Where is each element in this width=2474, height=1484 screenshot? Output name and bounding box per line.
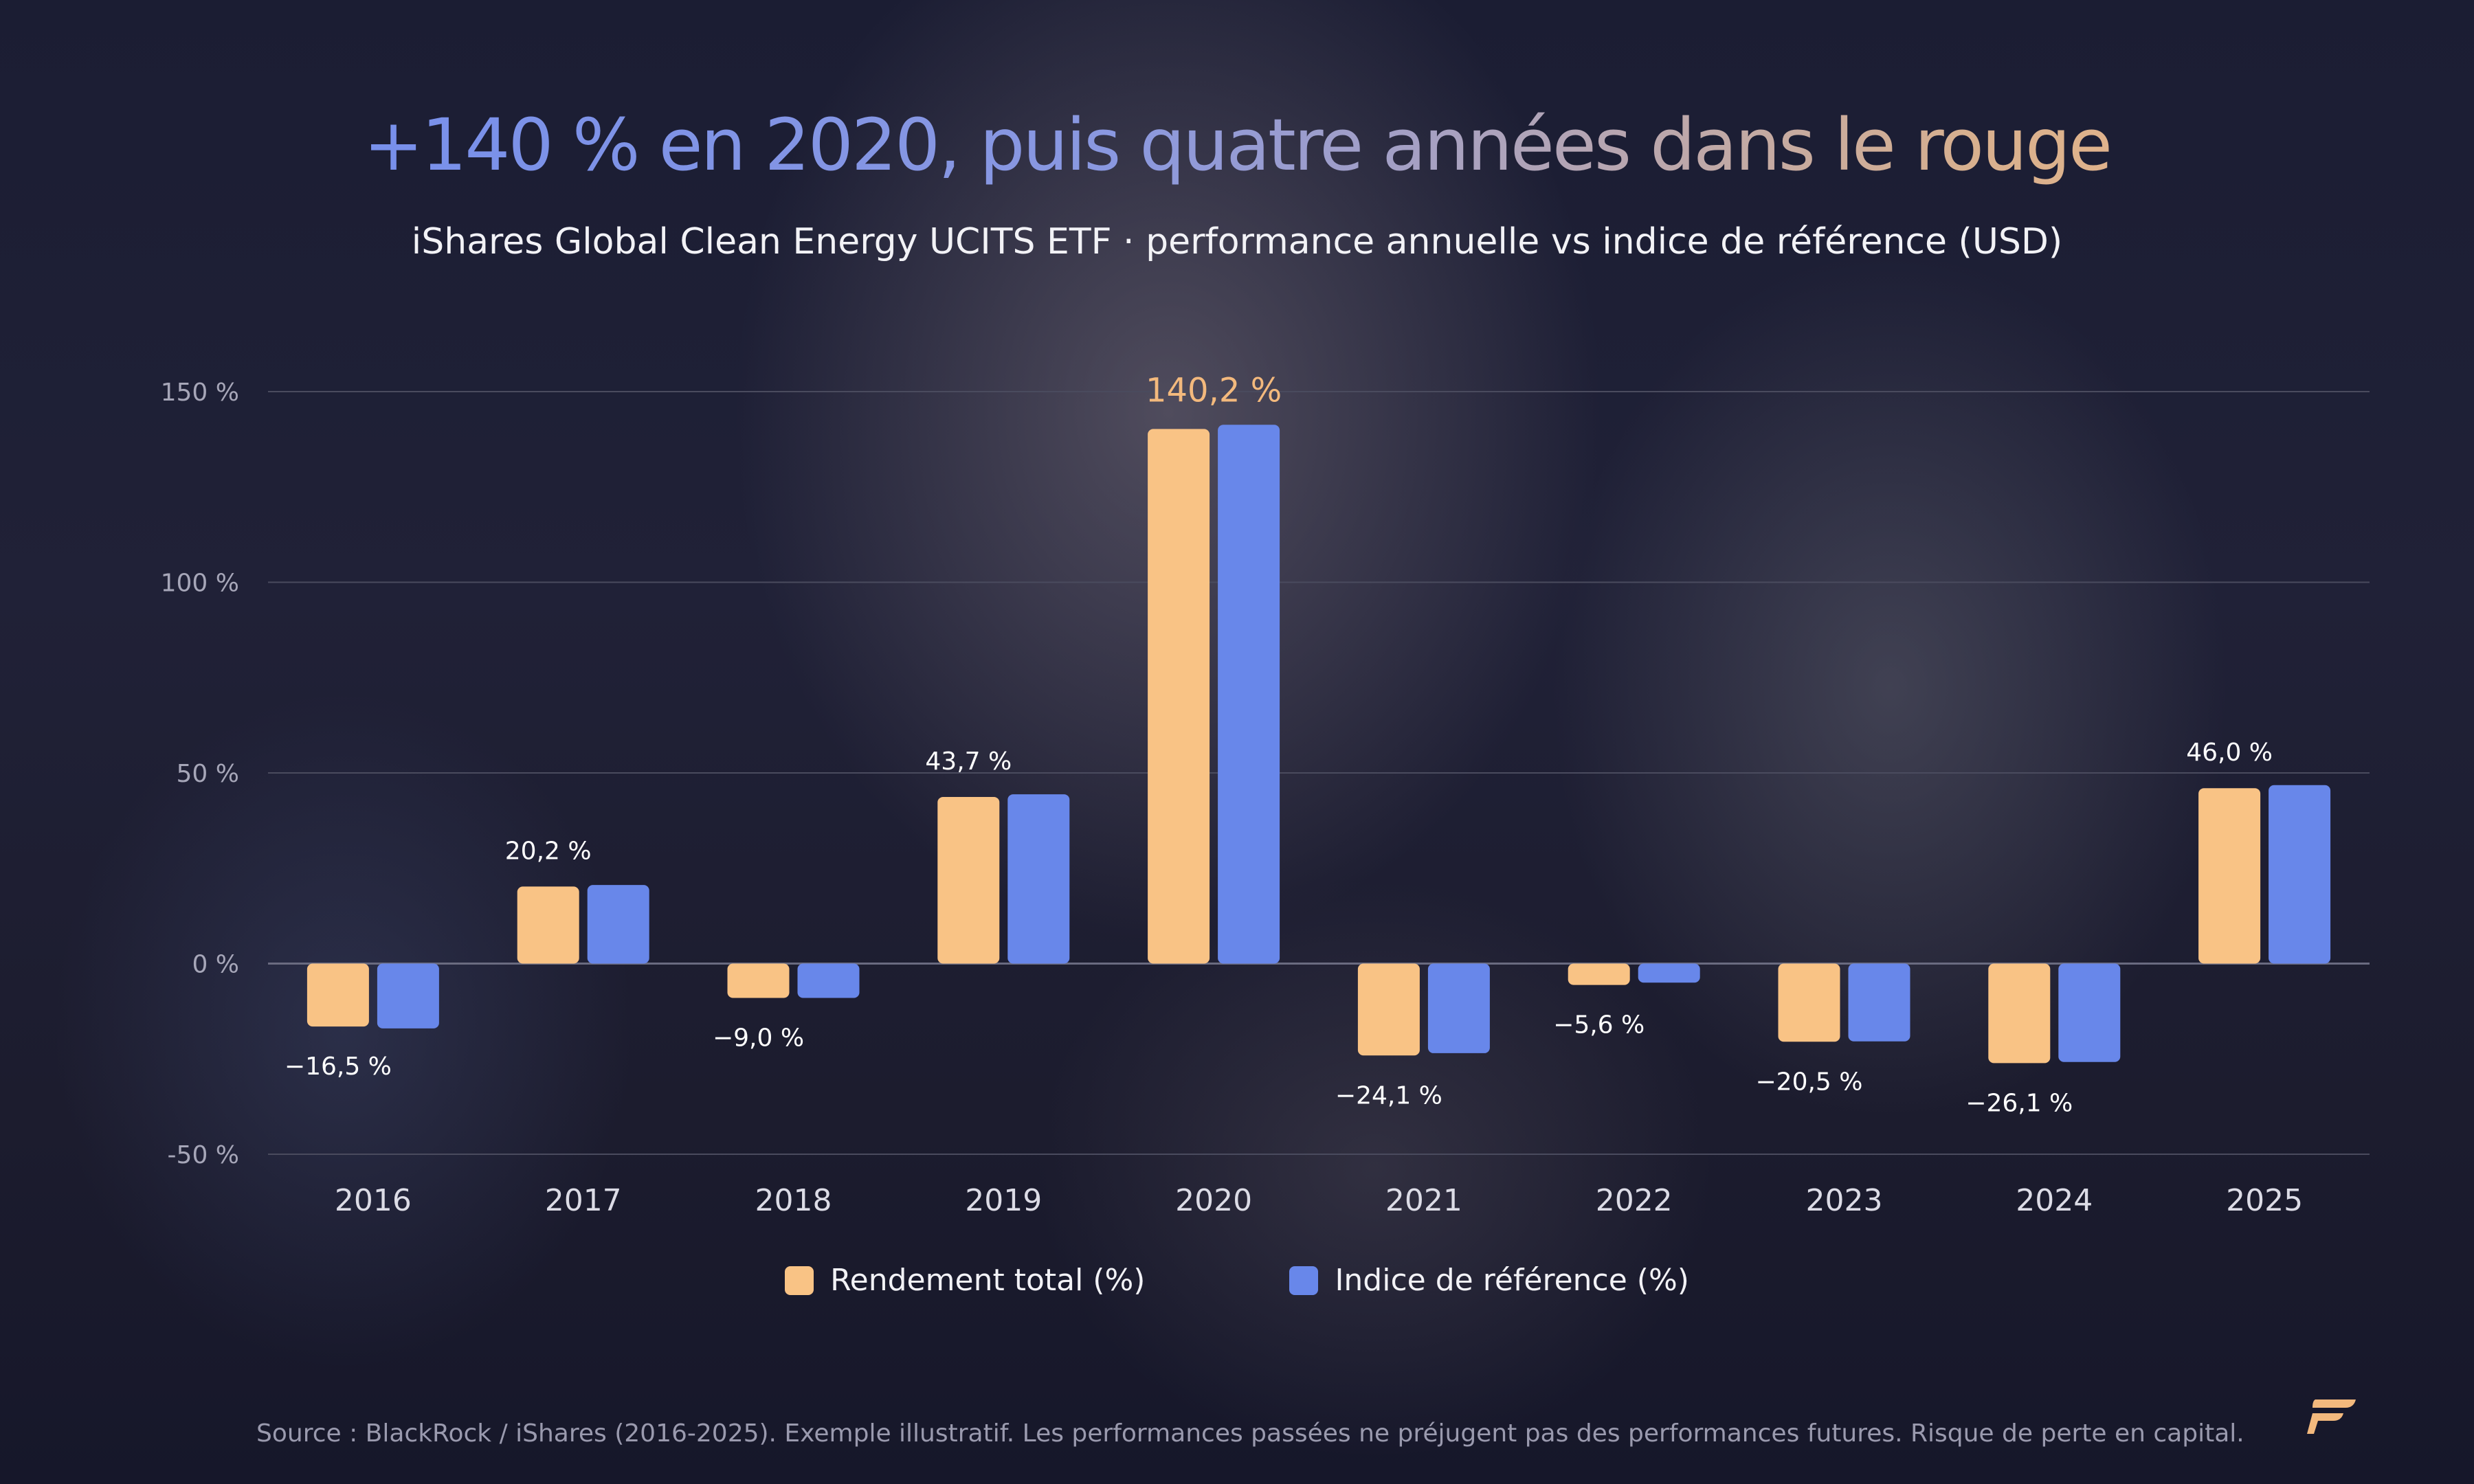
bar-indice-2021[interactable] bbox=[1427, 963, 1490, 1053]
bar-rendement-2017[interactable] bbox=[517, 886, 579, 964]
y-axis-ticks: 150 % 100 % 50 % 0 % -50 % bbox=[161, 379, 239, 1169]
data-label-2023: −20,5 % bbox=[1756, 1068, 1863, 1096]
x-tick-label-2017: 2017 bbox=[545, 1183, 622, 1218]
x-tick-label-2019: 2019 bbox=[965, 1183, 1042, 1218]
bar-rendement-2018[interactable] bbox=[727, 963, 790, 998]
y-tick-label: 100 % bbox=[161, 570, 239, 598]
data-label-2021: −24,1 % bbox=[1335, 1081, 1442, 1110]
data-label-2022: −5,6 % bbox=[1553, 1011, 1645, 1039]
bar-rendement-2024[interactable] bbox=[1988, 963, 2051, 1064]
x-tick-label-2016: 2016 bbox=[335, 1183, 412, 1218]
bar-indice-2024[interactable] bbox=[2058, 963, 2121, 1062]
flag-logo-icon bbox=[2307, 1399, 2356, 1434]
bar-indice-2020[interactable] bbox=[1218, 425, 1280, 964]
bar-indice-2022[interactable] bbox=[1638, 963, 1700, 983]
source-note: Source : BlackRock / iShares (2016-2025)… bbox=[256, 1419, 2244, 1448]
bar-rendement-2016[interactable] bbox=[307, 963, 369, 1027]
x-tick-label-2020: 2020 bbox=[1175, 1183, 1252, 1218]
x-tick-label-2023: 2023 bbox=[1806, 1183, 1883, 1218]
bar-indice-2018[interactable] bbox=[797, 963, 860, 998]
legend: Rendement total (%) Indice de référence … bbox=[0, 1263, 2474, 1298]
bar-chart: 150 % 100 % 50 % 0 % -50 % −16,5 % 20,2 % −9,0… bbox=[161, 371, 2370, 1218]
data-label-2025: 46,0 % bbox=[2186, 739, 2273, 767]
data-label-2020: 140,2 % bbox=[1146, 371, 1282, 409]
data-label-2017: 20,2 % bbox=[505, 837, 592, 865]
data-label-2024: −26,1 % bbox=[1965, 1089, 2073, 1117]
data-labels: −16,5 % 20,2 % −9,0 % 43,7 % 140,2 % −24,1 % −… bbox=[285, 371, 2273, 1117]
legend-label-indice: Indice de référence (%) bbox=[1335, 1263, 1689, 1298]
x-tick-label-2022: 2022 bbox=[1596, 1183, 1673, 1218]
data-label-2016: −16,5 % bbox=[285, 1053, 392, 1081]
y-tick-label: 50 % bbox=[177, 760, 239, 788]
bar-rendement-2020[interactable] bbox=[1148, 429, 1210, 964]
bar-rendement-2023[interactable] bbox=[1778, 963, 1840, 1042]
legend-item-indice[interactable]: Indice de référence (%) bbox=[1289, 1263, 1689, 1298]
chart-subtitle: iShares Global Clean Energy UCITS ETF · … bbox=[411, 221, 2063, 262]
bar-indice-2019[interactable] bbox=[1007, 794, 1070, 964]
bar-indice-2016[interactable] bbox=[377, 963, 439, 1028]
bar-indice-2023[interactable] bbox=[1848, 963, 1910, 1042]
x-tick-label-2018: 2018 bbox=[755, 1183, 832, 1218]
x-tick-label-2025: 2025 bbox=[2226, 1183, 2303, 1218]
y-tick-label: -50 % bbox=[168, 1141, 239, 1169]
legend-swatch-indice bbox=[1289, 1266, 1319, 1295]
legend-swatch-rendement bbox=[785, 1266, 814, 1295]
legend-item-rendement[interactable]: Rendement total (%) bbox=[785, 1263, 1145, 1298]
legend-label-rendement: Rendement total (%) bbox=[830, 1263, 1146, 1298]
x-tick-label-2024: 2024 bbox=[2016, 1183, 2093, 1218]
y-tick-label: 0 % bbox=[192, 951, 239, 979]
bar-rendement-2019[interactable] bbox=[937, 796, 1000, 964]
x-tick-label-2021: 2021 bbox=[1385, 1183, 1462, 1218]
grid-lines bbox=[268, 391, 2370, 1155]
bar-rendement-2022[interactable] bbox=[1568, 963, 1630, 985]
bar-indice-2017[interactable] bbox=[587, 885, 649, 964]
x-axis-ticks: 2016 2017 2018 2019 2020 2021 2022 2023 2024 2025 bbox=[335, 1183, 2303, 1218]
data-label-2019: 43,7 % bbox=[925, 747, 1012, 776]
data-label-2018: −9,0 % bbox=[713, 1024, 804, 1052]
y-tick-label: 150 % bbox=[161, 379, 239, 407]
bar-rendement-2021[interactable] bbox=[1357, 963, 1420, 1056]
bars bbox=[307, 425, 2331, 1064]
bar-rendement-2025[interactable] bbox=[2198, 788, 2261, 964]
bar-indice-2025[interactable] bbox=[2269, 785, 2331, 964]
chart-title: +140 % en 2020, puis quatre années dans … bbox=[0, 103, 2474, 187]
